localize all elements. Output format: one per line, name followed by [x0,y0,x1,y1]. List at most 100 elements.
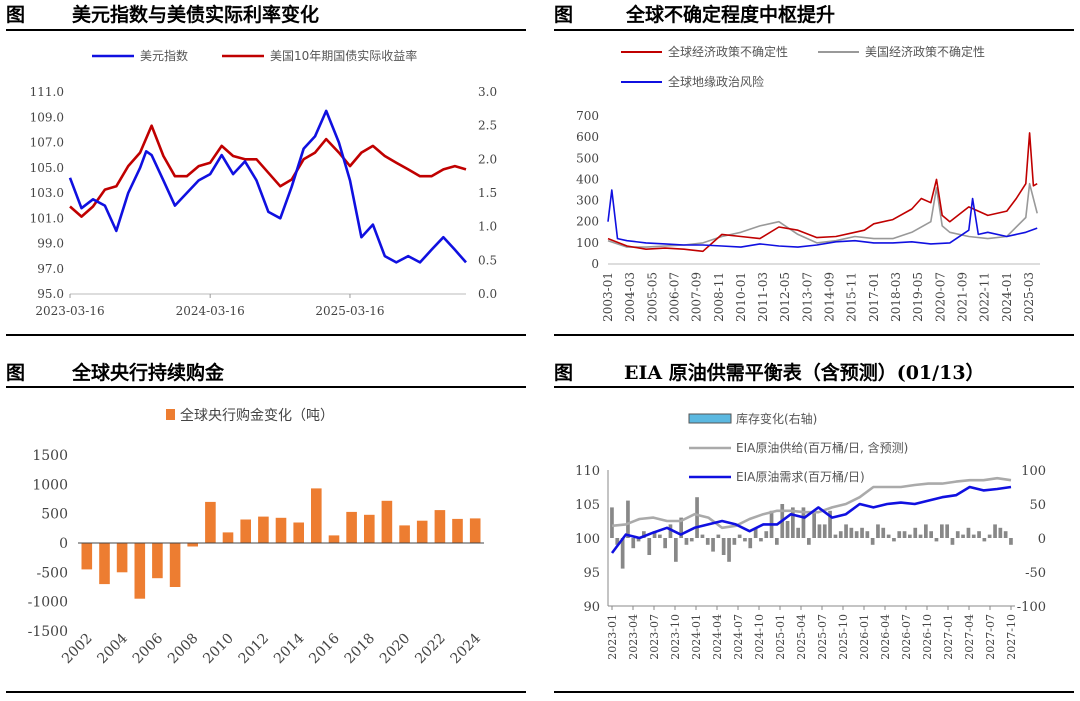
y-tick-label-left: 107.0 [30,136,64,150]
bar-inventory-change [993,524,997,538]
chart-dxy: 95.0 97.0 99.0 101.0 103.0 105.0 107.0 109.0 111… [30,48,497,318]
x-tick-label: 2021-09 [956,272,970,322]
x-tick-label: 2024-10 [753,614,766,660]
bar-2008 [187,543,198,547]
bar-inventory-change [737,534,742,538]
bar-inventory-change [929,531,933,538]
chart-uncertainty: 0 100 200 300 400 500 600 700 2003-01 2004-03 2005… [576,44,1040,322]
bar-2022 [434,510,446,543]
title-rule [554,386,1074,388]
y-tick-label-left: 90 [583,600,600,615]
bar-2005 [134,543,146,599]
bar-inventory-change [828,510,832,538]
bar-inventory-change [860,527,864,538]
bar-inventory-change [753,527,758,538]
y-tick-label: 1500 [32,448,68,464]
title-rule [554,29,1074,31]
bar-inventory-change [1009,538,1013,545]
bar-inventory-change [945,524,949,538]
y-tick-label-left: 99.0 [37,237,64,251]
x-tick-label: 2004-03 [623,272,637,322]
bar-inventory-change [695,497,699,538]
y-tick-label-left: 105 [575,498,600,513]
bar-inventory-change [610,507,614,538]
bar-inventory-change [876,524,880,538]
bar-inventory-change [982,538,987,542]
bar-inventory-change [897,531,902,538]
y-tick-label-right: 2.0 [478,152,497,166]
bar-inventory-change [977,531,981,538]
panel-uncertainty: 图 全球不确定程度中枢提升 0 100 200 300 400 500 600 700 2003… [548,0,1080,340]
y-tick-label-left: 111.0 [30,85,64,99]
bar-inventory-change [743,538,747,542]
legend-label-inventory: 库存变化(右轴) [736,411,817,426]
bar-inventory-change [833,534,838,538]
x-tick-label: 2010 [200,631,237,668]
bar-inventory-change [955,531,960,538]
x-tick-label: 2027-04 [963,614,976,660]
y-tick-label-right: -100 [1017,600,1046,615]
x-tick-label: 2008-11 [712,272,726,322]
y-tick-label-right: 3.0 [478,85,497,99]
bar-inventory-change [674,538,678,562]
y-tick-label: 200 [576,215,599,229]
bar-inventory-change [822,524,827,538]
bar-inventory-change [934,538,939,542]
bar-inventory-change [721,538,726,555]
bar-inventory-change [705,538,710,545]
bar-2023 [452,518,463,543]
legend-label-demand: EIA原油需求(百万桶/日) [736,469,865,484]
bar-inventory-change [961,534,965,538]
y-tick-label: 400 [576,172,599,186]
y-tick-label-left: 101.0 [30,211,64,225]
bar-2012 [258,516,269,543]
bar-inventory-change [663,538,667,549]
bar-inventory-change [854,531,859,538]
x-tick-label: 2011-03 [756,272,770,322]
bar-inventory-change [679,517,683,538]
bar-inventory-change [801,507,806,538]
bar-inventory-change [615,538,620,545]
y-tick-label-left: 105.0 [30,161,64,175]
y-tick-label: 700 [576,109,599,123]
series-line-gpr [607,189,1038,248]
legend-label-global-epu: 全球经济政策不确定性 [668,44,788,59]
bar-inventory-change [998,527,1003,538]
bar-2016 [328,535,340,543]
bar-inventory-change [775,538,779,545]
chart-title: 全球不确定程度中枢提升 [626,4,836,26]
bar-inventory-change [689,538,694,542]
bar-2018 [364,514,375,543]
x-tick-label: 2020 [377,631,414,668]
bottom-rule [6,334,526,336]
bar-inventory-change [817,524,822,538]
bar-inventory-change [620,538,625,569]
x-tick-label: 2014-09 [823,272,837,322]
bar-2010 [222,532,234,543]
title-rule [6,29,526,31]
x-tick-label: 2023-10 [669,614,682,660]
bar-2020 [399,525,410,543]
bar-inventory-change [647,538,652,555]
x-tick-label: 2006 [130,630,167,667]
bar-inventory-change [892,538,896,542]
x-tick-label: 2025-01 [774,614,787,660]
y-tick-label: 0 [591,257,599,271]
bar-inventory-change [764,531,769,538]
y-tick-label-right: 100 [1021,464,1046,479]
bar-inventory-change [865,531,870,538]
x-tick-label: 2004 [94,630,131,667]
panel-dxy: 图 美元指数与美债实际利率变化 95.0 97.0 99.0 101.0 103.0 10… [0,0,530,340]
legend-label-real-yield: 美国10年期国债实际收益率 [270,48,417,63]
x-tick-label: 2027-01 [942,614,955,660]
x-tick-label: 2007-09 [690,272,704,322]
bar-2013 [275,517,287,543]
bar-2006 [152,543,163,579]
x-tick-label: 2012-05 [778,272,792,322]
figure-label: 图 [6,362,26,384]
x-tick-label: 2026-04 [879,614,892,660]
bar-2009 [205,501,216,543]
bar-inventory-change [902,531,907,538]
bar-inventory-change [807,538,811,545]
y-tick-label: 100 [576,236,599,250]
